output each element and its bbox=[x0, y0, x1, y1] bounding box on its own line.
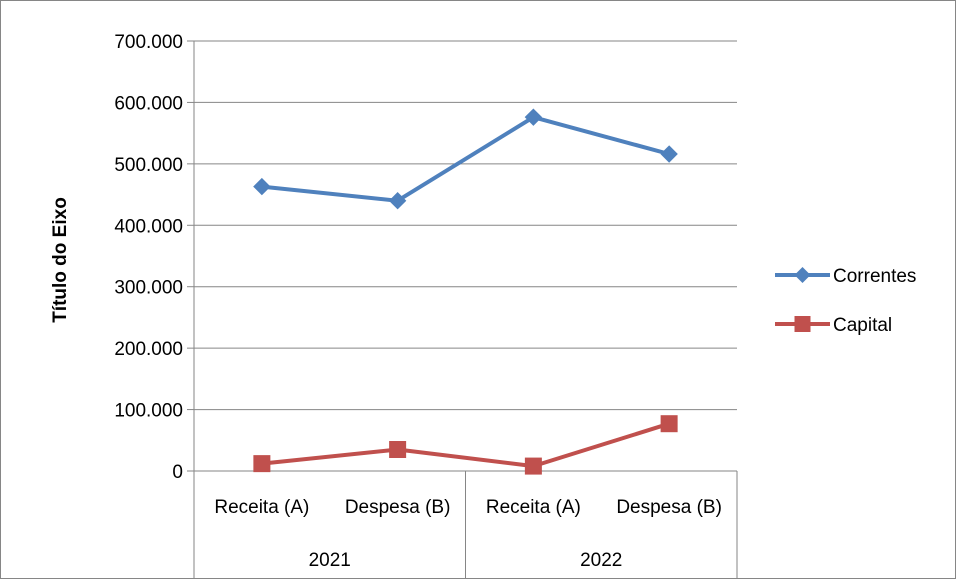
x-group-label: 2021 bbox=[309, 550, 351, 571]
y-tick-label: 400.000 bbox=[114, 216, 183, 237]
legend: Correntes Capital bbox=[775, 266, 916, 336]
y-tick-label: 300.000 bbox=[114, 278, 183, 299]
y-tick-label: 0 bbox=[172, 462, 183, 483]
y-tick-label: 600.000 bbox=[114, 93, 183, 114]
data-point-marker bbox=[388, 192, 407, 210]
axes: 0 100.000 200.000 300.000 400.000 500.000 600.… bbox=[114, 32, 738, 579]
data-point-marker bbox=[253, 455, 271, 473]
x-category-label: Despesa (B) bbox=[616, 497, 722, 518]
y-tick-label: 700.000 bbox=[114, 32, 183, 53]
x-category-label: Despesa (B) bbox=[345, 497, 451, 518]
legend-label: Correntes bbox=[833, 266, 916, 287]
y-tick-label: 500.000 bbox=[114, 155, 183, 176]
series-line bbox=[259, 421, 672, 469]
x-category-label: Receita (A) bbox=[486, 497, 581, 518]
legend-label: Capital bbox=[833, 315, 892, 336]
series bbox=[253, 108, 678, 475]
data-point-marker bbox=[660, 415, 678, 433]
data-point-marker bbox=[524, 457, 542, 475]
y-axis-title: Título do Eixo bbox=[50, 197, 71, 323]
gridlines bbox=[194, 40, 737, 472]
legend-marker bbox=[794, 316, 811, 332]
x-group-label: 2022 bbox=[580, 550, 622, 571]
series-line bbox=[259, 115, 672, 203]
data-point-marker bbox=[389, 441, 407, 458]
data-point-marker bbox=[253, 177, 271, 196]
y-tick-label: 200.000 bbox=[114, 339, 183, 360]
legend-marker bbox=[794, 267, 811, 283]
y-tick-label: 100.000 bbox=[114, 401, 183, 422]
data-point-marker bbox=[660, 145, 678, 163]
x-category-label: Receita (A) bbox=[214, 497, 309, 518]
data-point-marker bbox=[524, 108, 543, 126]
